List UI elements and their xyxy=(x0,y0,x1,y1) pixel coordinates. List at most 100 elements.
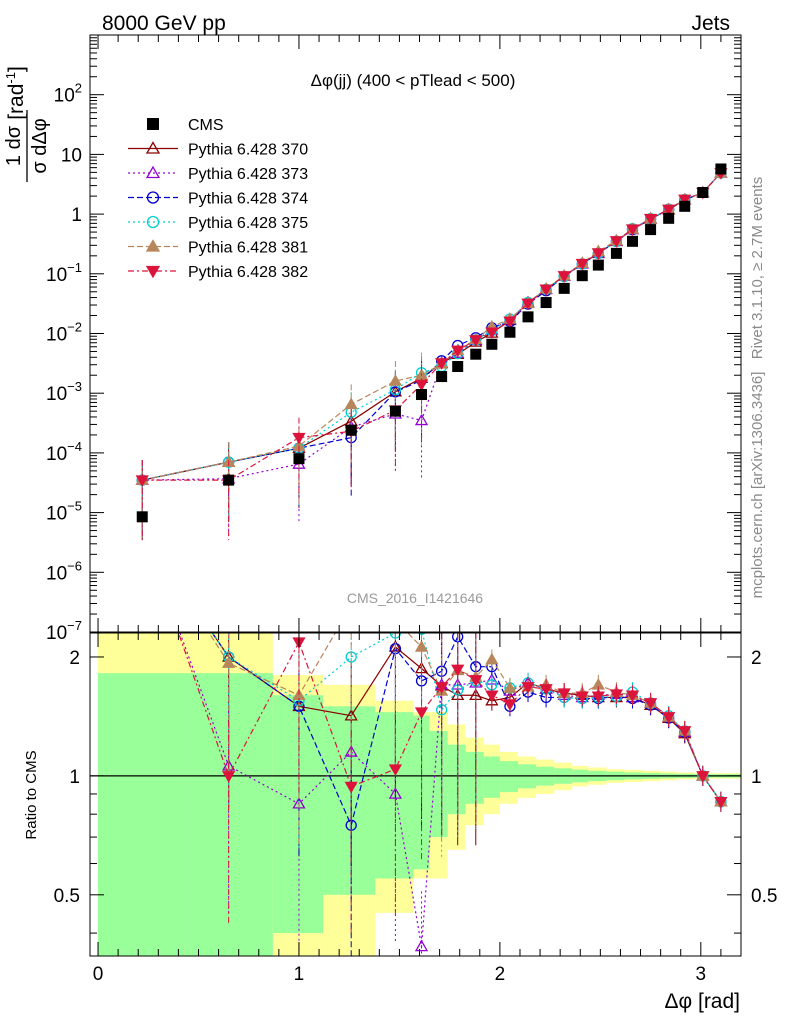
data-point xyxy=(344,397,358,410)
ratio-point xyxy=(696,771,710,783)
ratio-panel: 0.5 0.5 1 1 2 2 0 1 2 3 Ratio to CMS Δφ [rad] xyxy=(23,615,777,1013)
y-tick-label: 10−4 xyxy=(46,439,82,465)
y-tick-label: 10−2 xyxy=(46,320,82,346)
series-line xyxy=(142,172,722,481)
series-6 xyxy=(135,168,728,541)
legend-item: Pythia 6.428 373 xyxy=(128,165,308,183)
ratio-y-axis-label: Ratio to CMS xyxy=(23,750,40,839)
ratio-point xyxy=(643,698,658,710)
ratio-point xyxy=(591,691,605,704)
data-point xyxy=(503,316,517,329)
ratio-point xyxy=(575,691,589,704)
y-tick-label: 1 xyxy=(71,205,82,226)
ratio-point xyxy=(678,726,692,738)
legend-item: Pythia 6.428 374 xyxy=(128,191,308,208)
band-segment xyxy=(429,730,448,838)
data-point xyxy=(486,338,498,350)
watermark: CMS_2016_I1421646 xyxy=(347,590,483,606)
ratio-y-tick-label-right: 0.5 xyxy=(751,886,777,907)
y-axis-label-denominator: σ dΔφ xyxy=(29,118,51,173)
y-tick-label: 10−7 xyxy=(46,618,82,644)
ratio-y-tick-label-right: 1 xyxy=(751,767,762,788)
ratio-point xyxy=(414,707,429,719)
ratio-point xyxy=(469,675,483,687)
series-cms xyxy=(136,163,727,523)
band-segment xyxy=(375,712,414,879)
band-segment xyxy=(465,751,484,804)
data-point xyxy=(451,345,465,358)
data-point xyxy=(292,432,306,445)
legend-item: Pythia 6.428 382 xyxy=(128,264,308,281)
data-point xyxy=(592,259,604,271)
ratio-point xyxy=(344,781,358,794)
data-point xyxy=(540,297,552,309)
legend-label: Pythia 6.428 373 xyxy=(188,166,308,183)
x-tick-label: 1 xyxy=(294,964,305,985)
ratio-point xyxy=(714,796,728,809)
ratio-y-tick-label-right: 2 xyxy=(751,648,762,669)
ratio-point xyxy=(521,682,535,694)
y-axis-label-numerator: 1 dσ xyxy=(3,125,25,166)
band-segment xyxy=(98,673,185,956)
ratio-point xyxy=(414,939,429,952)
data-point xyxy=(521,298,535,311)
y-tick-label: 10−6 xyxy=(46,558,82,584)
ratio-point xyxy=(435,682,449,694)
ratio-series-6 xyxy=(177,633,728,937)
data-point xyxy=(414,379,429,392)
ratio-y-tick-label: 1 xyxy=(69,767,80,788)
ratio-panel-frame xyxy=(89,632,742,957)
ratio-point xyxy=(539,684,553,696)
y-tick-label: 10 xyxy=(61,145,82,166)
data-point xyxy=(345,424,357,436)
data-point xyxy=(539,284,553,297)
side-label-bottom: mcplots.cern.ch [arXiv:1306.3436] xyxy=(749,372,766,599)
main-panel: 10−7 10−6 10−5 10−4 10−3 10−2 10−1 1 10 102 Δφ(jj… xyxy=(3,34,742,644)
y-tick-label: 10−5 xyxy=(46,499,82,525)
legend-item: Pythia 6.428 370 xyxy=(128,141,308,159)
y-axis-label-unit: [rad-1] xyxy=(3,66,28,120)
data-point xyxy=(645,224,657,236)
data-point xyxy=(662,204,676,217)
data-point xyxy=(389,405,401,417)
ratio-point xyxy=(388,764,403,776)
legend-marker xyxy=(146,215,160,229)
y-axis-label: [rad-1] 1 dσ σ dΔφ xyxy=(3,66,51,182)
legend-item: Pythia 6.428 375 xyxy=(128,215,308,232)
ratio-point xyxy=(414,640,429,652)
ratio-point xyxy=(625,690,640,703)
legend-marker xyxy=(145,265,161,279)
header-right: Jets xyxy=(691,12,730,35)
data-point xyxy=(715,163,727,175)
legend-label: CMS xyxy=(188,117,224,134)
ratio-point xyxy=(222,771,236,783)
data-point xyxy=(522,311,534,323)
legend-label: Pythia 6.428 382 xyxy=(188,264,308,281)
data-point xyxy=(223,474,235,486)
series-line xyxy=(142,172,722,481)
ratio-y-tick-label: 0.5 xyxy=(54,886,80,907)
legend-marker xyxy=(147,118,159,130)
data-point xyxy=(678,194,692,207)
data-point xyxy=(136,511,148,523)
legend-label: Pythia 6.428 375 xyxy=(188,215,308,232)
data-point xyxy=(469,335,483,347)
ratio-point xyxy=(609,689,624,702)
band-segment xyxy=(483,756,500,798)
legend-marker xyxy=(146,191,160,204)
data-point xyxy=(470,348,482,360)
legend-marker xyxy=(145,141,161,154)
legend-marker xyxy=(145,165,161,179)
band-segment xyxy=(447,744,466,815)
data-point xyxy=(576,270,588,282)
x-tick-label: 3 xyxy=(696,964,707,985)
legend-item: Pythia 6.428 381 xyxy=(128,239,308,257)
ratio-point xyxy=(222,656,236,668)
legend-item: CMS xyxy=(147,117,224,134)
data-point xyxy=(452,361,464,373)
legend-label: Pythia 6.428 381 xyxy=(188,240,308,257)
ratio-point xyxy=(390,615,401,625)
data-point xyxy=(663,212,675,224)
ratio-point xyxy=(485,652,499,665)
